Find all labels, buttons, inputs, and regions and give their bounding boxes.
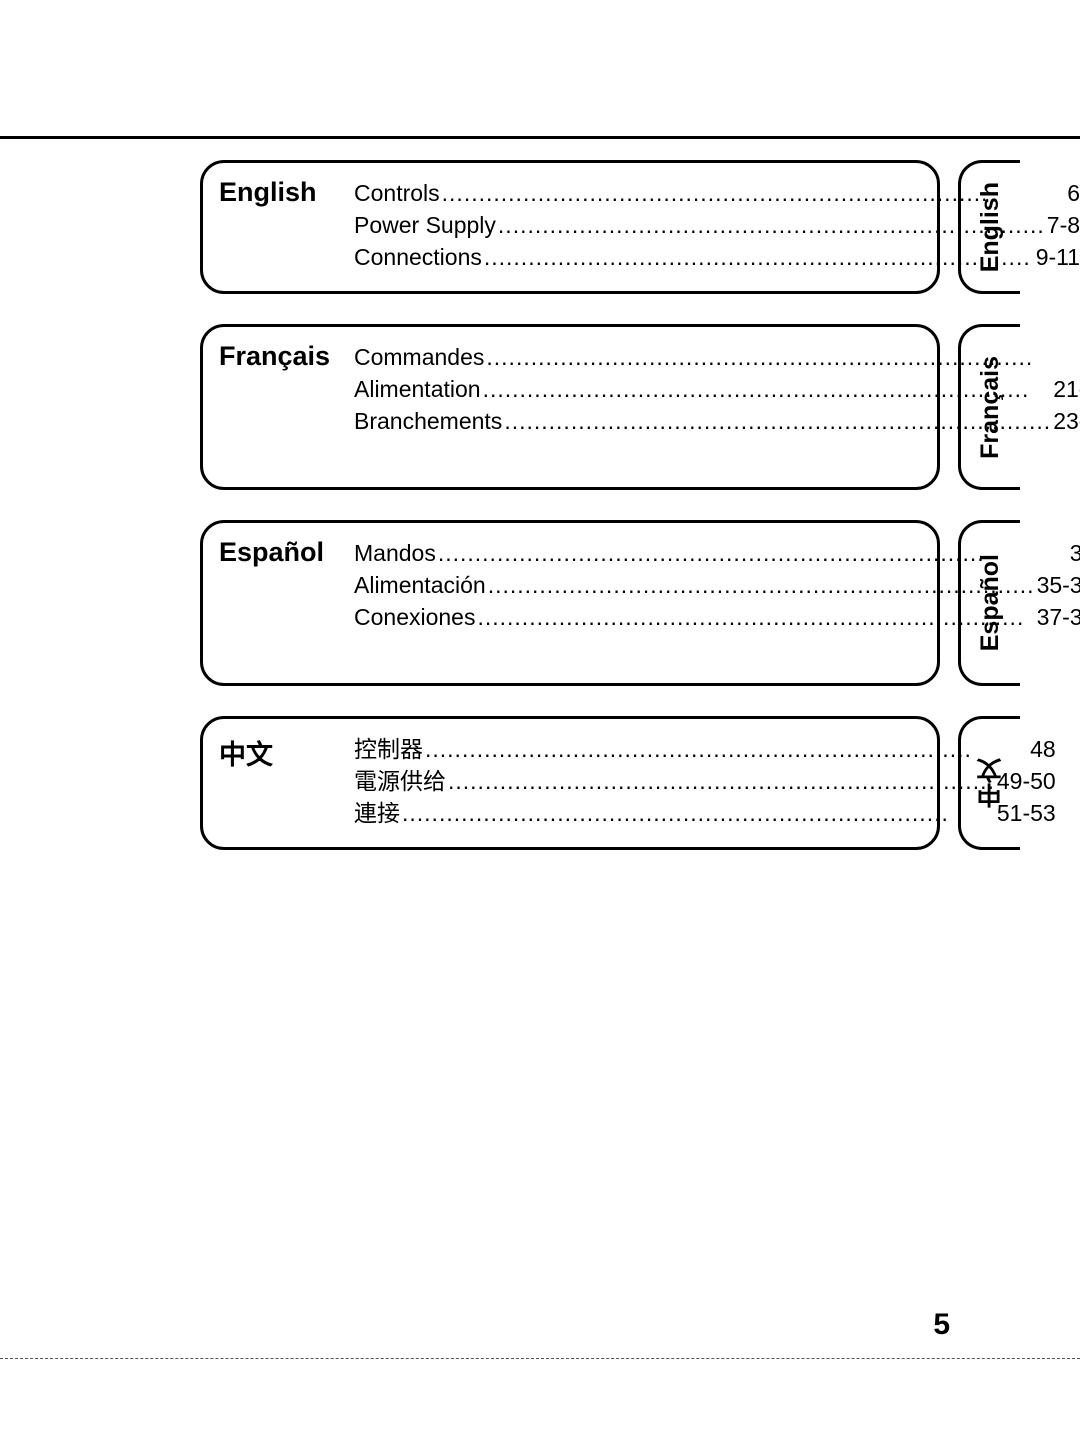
toc-dots [475,601,1036,633]
toc-pages: 21-22 [1053,373,1080,405]
toc-dots [486,569,1037,601]
toc-dots [423,733,1030,765]
lang-heading: English [219,177,354,208]
toc-box-francais: Français Commandes20 Alimentation21-22 B… [200,324,940,490]
toc-row-francais: Français Commandes20 Alimentation21-22 B… [0,324,1080,490]
toc-dots [400,797,997,829]
tab-label: Français [976,348,1005,467]
toc-label: Connections [354,241,482,273]
tab-label: Español [976,546,1005,659]
toc-col-left: 控制器 48 電源供给49-50 連接51-53 [354,733,1056,829]
lang-heading: Español [219,537,354,568]
toc-row-espanol: Español Mandos 34 Alimentación 35-36 Conex… [0,520,1080,686]
toc-box-espanol: Español Mandos34 Alimentación35-36 Conex… [200,520,940,686]
toc-pages: 35-36 [1037,569,1080,601]
bottom-horizontal-rule [0,1358,1080,1360]
toc-label: 電源供给 [354,765,446,797]
toc-dots [482,241,1036,273]
toc-label: Controls [354,177,440,209]
toc-entry: 控制器 48 [354,733,1056,765]
toc-label: Branchements [354,405,502,437]
toc-row-english: English Controls 6 Power Supply 7-8 Connec… [0,160,1080,294]
top-horizontal-rule [0,136,1080,139]
toc-label: Commandes [354,341,484,373]
toc-dots [446,765,997,797]
lang-heading: Français [219,341,354,372]
toc-label: Conexiones [354,601,475,633]
toc-pages: 6 [1067,177,1080,209]
toc-label: 控制器 [354,733,423,765]
language-tab-english[interactable]: English [958,160,1020,294]
toc-row-chinese: 中文 控制器48 電源供给49-50 連接51-53 操作54-58 一般説明5… [0,716,1080,850]
toc-pages: 34 [1070,537,1080,569]
tab-label: 中文 [973,750,1009,816]
toc-label: 連接 [354,797,400,829]
toc-pages: 48 [1030,733,1056,765]
tab-label: English [976,174,1005,280]
toc-box-english: English Controls6 Power Supply7-8 Connec… [200,160,940,294]
toc-content: English Controls 6 Power Supply 7-8 Connec… [0,160,1080,880]
toc-pages: 23-25 [1053,405,1080,437]
toc-label: Alimentación [354,569,486,601]
toc-entry: 電源供给49-50 [354,765,1056,797]
language-tab-chinese[interactable]: 中文 [958,716,1020,850]
lang-heading: 中文 [219,733,354,772]
toc-entry: 連接51-53 [354,797,1056,829]
language-tab-espanol[interactable]: Español [958,520,1020,686]
toc-label: Mandos [354,537,436,569]
toc-box-chinese: 中文 控制器48 電源供给49-50 連接51-53 操作54-58 一般説明5… [200,716,940,850]
toc-label: Power Supply [354,209,496,241]
toc-pages: 7-8 [1047,209,1080,241]
toc-label: Alimentation [354,373,481,405]
toc-pages: 37-39 [1037,601,1080,633]
toc-pages: 9-11 [1036,241,1080,273]
language-tab-francais[interactable]: Français [958,324,1020,490]
page-number: 5 [933,1308,950,1342]
